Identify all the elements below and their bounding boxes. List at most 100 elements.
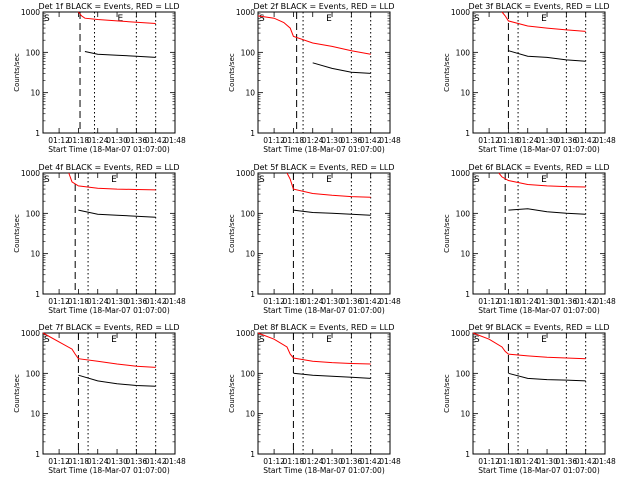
detector-panel: Det 7f BLACK = Events, RED = LLD 1 10 100 10… <box>13 323 186 475</box>
chart-title: Det 8f BLACK = Events, RED = LLD <box>253 323 394 332</box>
marker-e: E <box>118 14 124 24</box>
y-tick-label: 1 <box>35 450 40 459</box>
x-tick-label: 01:48 <box>594 136 616 145</box>
lld-series-line <box>501 11 586 32</box>
x-tick-label: 01:42 <box>575 457 597 466</box>
plot-frame <box>472 332 606 455</box>
detector-panel: Det 4f BLACK = Events, RED = LLD 1 10 100 10… <box>13 163 186 315</box>
y-tick-label: 10 <box>460 250 470 259</box>
detector-panel: Det 2f BLACK = Events, RED = LLD 1 10 100 10… <box>228 2 401 154</box>
x-tick-label: 01:18 <box>283 136 305 145</box>
marker-s: S <box>474 14 480 24</box>
x-tick-label: 01:24 <box>302 297 324 306</box>
x-tick-label: 01:42 <box>575 297 597 306</box>
x-tick-label: 01:18 <box>68 136 90 145</box>
y-axis-label: Counts/sec <box>228 214 236 253</box>
events-series-line <box>84 51 156 58</box>
chart-title: Det 2f BLACK = Events, RED = LLD <box>253 2 394 11</box>
y-tick-label: 10 <box>460 89 470 98</box>
marker-s: S <box>259 335 265 345</box>
lld-series-line <box>78 11 156 24</box>
chart-title: Det 6f BLACK = Events, RED = LLD <box>468 163 609 172</box>
y-tick-label: 10 <box>245 250 255 259</box>
x-tick-label: 01:24 <box>302 136 324 145</box>
x-tick-label: 01:18 <box>283 297 305 306</box>
x-axis-label: Start Time (18-Mar-07 01:07:00) <box>48 466 170 475</box>
marker-e: E <box>541 14 547 24</box>
y-axis-label: Counts/sec <box>443 374 451 413</box>
x-tick-label: 01:30 <box>321 457 343 466</box>
x-tick-label: 01:18 <box>68 297 90 306</box>
plot-frame <box>257 172 391 295</box>
y-tick-label: 1 <box>465 450 470 459</box>
x-tick-label: 01:30 <box>536 457 558 466</box>
x-tick-label: 01:36 <box>341 297 363 306</box>
events-series-line <box>508 50 586 62</box>
x-tick-label: 01:36 <box>126 457 148 466</box>
y-axis-label: Counts/sec <box>228 374 236 413</box>
detector-panel: Det 3f BLACK = Events, RED = LLD 1 10 100 10… <box>443 2 616 154</box>
x-tick-label: 01:36 <box>126 136 148 145</box>
x-tick-label: 01:36 <box>556 136 578 145</box>
x-tick-label: 01:30 <box>536 136 558 145</box>
x-tick-label: 01:42 <box>145 457 167 466</box>
x-tick-label: 01:24 <box>87 457 109 466</box>
y-tick-label: 100 <box>241 369 256 378</box>
x-tick-label: 01:42 <box>575 136 597 145</box>
events-series-line <box>508 208 586 215</box>
x-tick-label: 01:30 <box>106 297 128 306</box>
detector-panel: Det 9f BLACK = Events, RED = LLD 1 10 100 10… <box>443 323 616 475</box>
y-tick-label: 100 <box>241 209 256 218</box>
chart-title: Det 7f BLACK = Events, RED = LLD <box>38 323 179 332</box>
detector-panel: Det 5f BLACK = Events, RED = LLD 1 10 100 10… <box>228 163 401 315</box>
y-tick-label: 100 <box>456 48 471 57</box>
marker-s: S <box>259 14 265 24</box>
x-tick-label: 01:12 <box>478 136 500 145</box>
x-tick-label: 01:48 <box>164 297 186 306</box>
plot-frame <box>42 332 176 455</box>
x-tick-label: 01:42 <box>360 297 382 306</box>
x-tick-label: 01:12 <box>478 297 500 306</box>
marker-e: E <box>541 335 547 345</box>
x-tick-label: 01:30 <box>321 136 343 145</box>
x-tick-label: 01:12 <box>48 297 70 306</box>
x-tick-label: 01:24 <box>302 457 324 466</box>
x-tick-label: 01:42 <box>145 136 167 145</box>
x-axis-label: Start Time (18-Mar-07 01:07:00) <box>263 466 385 475</box>
x-tick-label: 01:24 <box>87 297 109 306</box>
events-series-line <box>508 372 586 382</box>
y-tick-label: 1000 <box>21 329 40 338</box>
x-tick-label: 01:48 <box>164 457 186 466</box>
y-tick-label: 100 <box>456 369 471 378</box>
x-tick-label: 01:48 <box>379 457 401 466</box>
y-tick-label: 1000 <box>236 329 255 338</box>
y-tick-label: 1000 <box>236 8 255 17</box>
lld-series-line <box>42 332 156 368</box>
lld-series-line <box>286 172 371 198</box>
lld-series-line <box>68 172 156 191</box>
x-tick-label: 01:48 <box>379 136 401 145</box>
lld-series-line <box>472 332 586 360</box>
y-tick-label: 100 <box>26 369 41 378</box>
x-tick-label: 01:12 <box>48 136 70 145</box>
x-axis-label: Start Time (18-Mar-07 01:07:00) <box>48 145 170 154</box>
y-tick-label: 1000 <box>451 169 470 178</box>
y-tick-label: 1000 <box>451 329 470 338</box>
x-tick-label: 01:18 <box>283 457 305 466</box>
x-tick-label: 01:12 <box>478 457 500 466</box>
x-tick-label: 01:12 <box>263 457 285 466</box>
detector-panel: Det 8f BLACK = Events, RED = LLD 1 10 100 10… <box>228 323 401 475</box>
y-tick-label: 10 <box>30 250 40 259</box>
marker-e: E <box>326 14 332 24</box>
y-axis-label: Counts/sec <box>443 214 451 253</box>
x-tick-label: 01:36 <box>126 297 148 306</box>
chart-title: Det 3f BLACK = Events, RED = LLD <box>468 2 609 11</box>
y-tick-label: 1000 <box>451 8 470 17</box>
x-tick-label: 01:30 <box>106 136 128 145</box>
y-tick-label: 1 <box>35 129 40 138</box>
y-tick-label: 100 <box>241 48 256 57</box>
x-tick-label: 01:36 <box>556 457 578 466</box>
plot-frame <box>42 11 176 134</box>
y-tick-label: 1 <box>465 290 470 299</box>
marker-s: S <box>44 14 50 24</box>
